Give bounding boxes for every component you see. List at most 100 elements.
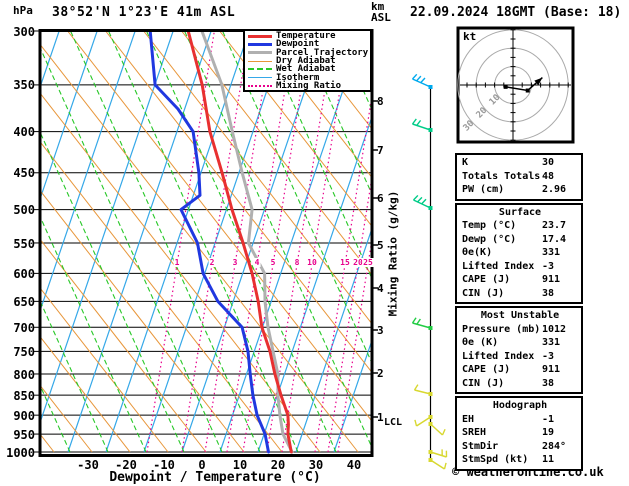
row-value: 2.96: [542, 184, 567, 195]
table-row: CIN (J) 38: [462, 287, 578, 301]
legend-item-parcel-trajectory: Parcel Trajectory: [245, 47, 370, 58]
legend-item-isotherm: Isotherm: [245, 73, 370, 82]
table-row: Totals Totals 48: [462, 170, 578, 184]
pressure-tick-label: 400: [13, 125, 35, 140]
temperature-tick-label: 10: [232, 458, 248, 472]
wind-barb: [428, 422, 446, 436]
mixing-ratio-value-label: 15: [339, 258, 351, 267]
row-label: Temp (°C): [462, 220, 517, 231]
surface-table-title: Surface: [498, 206, 542, 218]
wind-barb: [428, 458, 447, 470]
indices-table: K 30 Totals Totals 48 PW (cm) 2.96: [455, 153, 583, 201]
mixing-ratio-swatch: [248, 84, 272, 87]
mixing-ratio-value-label: 1: [173, 258, 181, 267]
legend-item-dewpoint: Dewpoint: [245, 39, 370, 50]
x-axis-title: Dewpoint / Temperature (°C): [109, 470, 321, 485]
parcel-trajectory-swatch: [248, 51, 272, 55]
legend-box: Temperature Dewpoint Parcel Trajectory Dry …: [243, 29, 372, 92]
pressure-tick-label: 750: [13, 344, 35, 359]
pressure-tick-label: 350: [13, 78, 35, 93]
hodograph-table: Hodograph EH -1 SREH 19 StmDir 284° StmSpd (kt)…: [455, 396, 583, 471]
legend-label: Dewpoint: [276, 39, 320, 50]
pressure-tick-label: 550: [13, 236, 35, 251]
pressure-tick-label: 300: [13, 24, 35, 39]
table-row: StmSpd (kt) 11: [462, 453, 578, 467]
wind-barb: [414, 415, 433, 427]
pressure-tick-label: 800: [13, 367, 35, 382]
row-value: 911: [542, 274, 561, 285]
station-title: 38°52'N 1°23'E 41m ASL: [52, 5, 236, 20]
row-value: 19: [542, 427, 555, 438]
table-row: Lifted Index -3: [462, 350, 578, 364]
row-label: Totals Totals: [462, 170, 541, 182]
row-label: θe(K): [462, 247, 493, 258]
table-row: Temp (°C) 23.7: [462, 219, 578, 233]
row-value: 38: [542, 377, 555, 389]
table-row: Pressure (mb) 1012: [462, 323, 578, 337]
row-label: CAPE (J): [462, 274, 511, 285]
row-value: 331: [542, 247, 561, 258]
table-row: CAPE (J) 911: [462, 273, 578, 287]
surface-table: Surface Temp (°C) 23.7 Dewp (°C) 17.4 θe(K) 33…: [455, 202, 583, 304]
dry-adiabat-swatch: [248, 60, 272, 62]
series-temperature: [186, 31, 293, 454]
row-label: SREH: [462, 427, 487, 438]
row-label: Pressure (mb): [462, 323, 541, 335]
legend-item-wet-adiabat: Wet Adiabat: [245, 65, 370, 74]
altitude-unit-label: km ASL: [371, 0, 391, 24]
temperature-tick-label: -20: [115, 458, 137, 472]
row-label: CIN (J): [462, 377, 505, 389]
row-label: StmSpd (kt): [462, 454, 529, 465]
table-row: Lifted Index -3: [462, 260, 578, 274]
mixing-ratio-value-label: 8: [293, 258, 301, 267]
wind-barb: [428, 449, 448, 458]
row-value: 23.7: [542, 220, 567, 231]
most-unstable-table-title: Most Unstable: [480, 310, 560, 321]
mixing-ratio-axis-label: Mixing Ratio (g/kg): [386, 190, 400, 317]
series-dewpoint: [148, 31, 270, 454]
row-label: CIN (J): [462, 287, 505, 299]
row-label: EH: [462, 413, 475, 425]
pressure-tick-label: 850: [13, 388, 35, 403]
hodograph-unit-label: kt: [463, 30, 477, 43]
wind-barb: [411, 317, 433, 330]
pressure-tick-label: 450: [13, 166, 35, 181]
mixing-ratio-value-label: 10: [306, 258, 318, 267]
temperature-tick-label: -30: [77, 458, 99, 472]
row-label: Dewp (°C): [462, 233, 517, 245]
temperature-swatch: [248, 34, 272, 38]
row-value: 284°: [542, 440, 567, 452]
km-ticks: [372, 100, 378, 418]
legend-label: Parcel Trajectory: [276, 47, 369, 58]
pressure-tick-label: 900: [13, 408, 35, 423]
pressure-tick-label: 650: [13, 294, 35, 309]
legend-label: Mixing Ratio: [276, 80, 342, 91]
legend-item-temperature: Temperature: [245, 32, 370, 41]
wind-barb: [411, 118, 433, 132]
km-tick-label: 5: [377, 239, 384, 252]
pressure-gridlines: [33, 30, 371, 453]
sounding-curves: [148, 31, 294, 454]
series-parcel-trajectory: [200, 31, 294, 454]
datetime-title: 22.09.2024 18GMT (Base: 18): [410, 5, 622, 20]
legend-item-mixing-ratio: Mixing Ratio: [245, 80, 370, 91]
temperature-tick-label: 20: [270, 458, 286, 472]
table-row: EH -1: [462, 413, 578, 427]
pressure-unit-label: hPa: [13, 4, 33, 17]
mixing-ratio-value-label: 2: [208, 258, 216, 267]
row-value: -3: [542, 260, 555, 272]
temperature-tick-label: 40: [346, 458, 362, 472]
row-value: 331: [542, 337, 561, 348]
hodograph-table-title: Hodograph: [492, 400, 548, 411]
km-tick-label: 1: [377, 411, 384, 424]
row-label: Lifted Index: [462, 260, 535, 272]
wind-barb: [411, 73, 433, 89]
row-value: 1012: [542, 323, 567, 335]
row-value: 911: [542, 364, 561, 375]
mixing-ratio-value-label: 5: [269, 258, 277, 267]
indices-panel: K 30 Totals Totals 48 PW (cm) 2.96 Surface Temp…: [455, 153, 583, 473]
km-tick-label: 4: [377, 282, 384, 295]
table-row: Dewp (°C) 17.4: [462, 233, 578, 247]
